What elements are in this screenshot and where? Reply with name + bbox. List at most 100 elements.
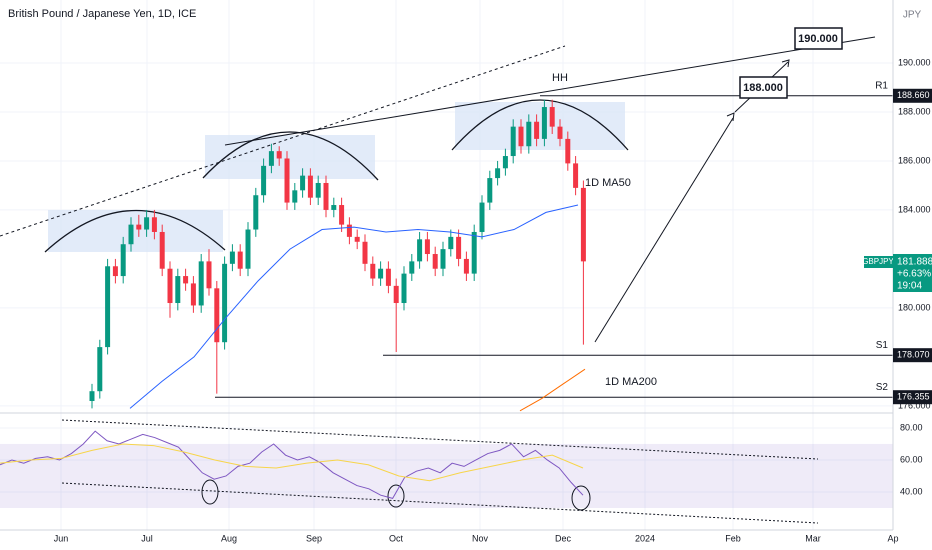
y-tick-label: 184.000 — [898, 204, 931, 214]
candle-body — [510, 126, 516, 157]
candle-body — [565, 138, 571, 164]
ma50-line — [129, 204, 579, 409]
candle-body — [159, 231, 165, 269]
level-name: S1 — [876, 340, 889, 351]
grid — [0, 0, 894, 530]
zone — [455, 102, 625, 150]
level-box — [893, 390, 932, 405]
candle-body — [167, 268, 173, 304]
circle — [387, 484, 405, 508]
x-tick-label: Oct — [389, 533, 404, 543]
candle-body — [97, 347, 103, 392]
chart-title: British Pound / Japanese Yen, 1D, ICE — [8, 8, 196, 20]
candle-body — [534, 121, 540, 139]
candle-body — [284, 158, 290, 203]
candle-body — [214, 288, 220, 343]
zone — [205, 135, 375, 179]
arrowhead — [726, 112, 735, 122]
arc — [202, 131, 379, 181]
candle-body — [557, 126, 563, 139]
candle-body — [541, 107, 547, 139]
x-tick-label: Nov — [472, 533, 489, 543]
level-name: R1 — [875, 80, 888, 91]
rsi-tick-label: 80.00 — [900, 422, 923, 432]
annotation: HH — [552, 72, 568, 84]
candle-body — [276, 151, 282, 159]
arc — [44, 209, 226, 253]
currency: JPY — [903, 10, 922, 21]
candle-body — [105, 266, 111, 348]
ma50-label: 1D MA50 — [585, 177, 631, 189]
candle-body — [409, 261, 415, 274]
y-tick-label: 190.000 — [898, 57, 931, 67]
candle-body — [502, 156, 508, 169]
candle-body — [362, 241, 368, 264]
callout-box — [794, 27, 843, 50]
candle-body — [456, 236, 462, 259]
x-tick-label: 2024 — [635, 533, 655, 543]
y-tick-label: 176.000 — [898, 400, 931, 410]
candle-body — [183, 276, 189, 284]
ma200-line — [519, 368, 586, 412]
y-tick-label: 180.000 — [898, 302, 931, 312]
candle-body — [206, 261, 212, 289]
candle-body — [370, 263, 376, 279]
candle-body — [401, 273, 407, 304]
countdown: 19:04 — [897, 281, 922, 292]
candle-body — [89, 391, 95, 401]
level-box — [893, 88, 932, 103]
arc — [451, 99, 629, 151]
candle-body — [432, 254, 438, 269]
candle-body — [339, 205, 345, 225]
candle-body — [549, 107, 555, 127]
level-label: 178.070 — [897, 350, 930, 360]
zone — [48, 210, 223, 252]
candle-body — [440, 249, 446, 269]
price-box — [893, 254, 932, 292]
candle-body — [385, 268, 391, 286]
level-box — [893, 348, 932, 363]
candle-body — [471, 231, 477, 274]
x-tick-label: Dec — [555, 533, 572, 543]
candle-body — [151, 217, 157, 232]
level-label: 176.355 — [897, 392, 930, 402]
candle-body — [307, 175, 313, 198]
candle-body — [331, 205, 337, 210]
candle-body — [268, 151, 274, 166]
candle-body — [245, 229, 251, 269]
candle-body — [175, 276, 181, 304]
candle-body — [448, 236, 454, 250]
x-tick-label: Ap — [887, 533, 898, 543]
ma200-label: 1D MA200 — [605, 376, 657, 388]
candle-body — [463, 258, 469, 274]
candle-body — [300, 175, 306, 191]
callout: 190.000 — [798, 33, 838, 45]
candle-body — [573, 163, 579, 188]
candle-body — [417, 239, 423, 262]
candle-body — [479, 202, 485, 232]
candle-body — [292, 190, 298, 203]
candle-body — [222, 263, 228, 343]
candle-body — [518, 126, 524, 147]
marks — [0, 95, 893, 499]
candle-body — [424, 239, 430, 255]
candle-body — [229, 251, 235, 264]
candle-body — [128, 224, 134, 245]
rsi-tick-label: 40.00 — [900, 486, 923, 496]
candle-body — [190, 283, 196, 306]
candle-body — [378, 268, 384, 279]
candle-body — [580, 187, 586, 262]
candle-body — [112, 266, 118, 277]
candle-body — [354, 236, 360, 242]
callout-box — [739, 76, 788, 99]
candle-body — [315, 182, 321, 198]
x-tick-label: Mar — [805, 533, 821, 543]
candle-body — [198, 261, 204, 306]
x-tick-label: Sep — [306, 533, 322, 543]
callout: 188.000 — [743, 82, 783, 94]
candle-body — [237, 251, 243, 269]
candle-body — [495, 168, 501, 179]
x-tick-label: Aug — [221, 533, 237, 543]
rsi-tick-label: 60.00 — [900, 454, 923, 464]
